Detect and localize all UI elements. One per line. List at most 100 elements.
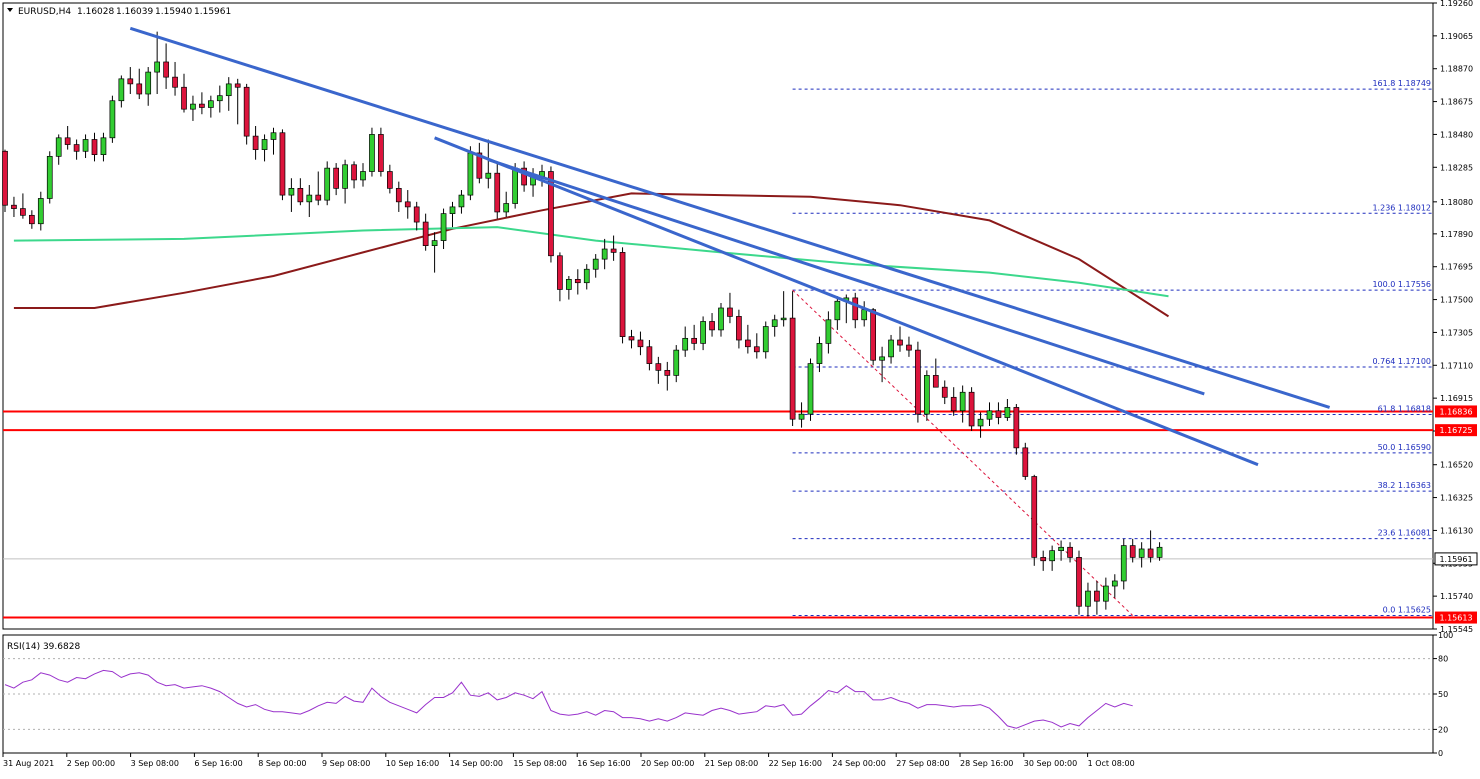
candlestick-series [2,31,1163,617]
bear-candle [476,152,483,179]
bull-candle [879,356,885,361]
bull-candle [485,172,492,179]
bear-candle [64,137,71,145]
bear-candle [163,61,169,78]
bear-candle [29,214,35,225]
trendline[interactable] [129,26,1331,409]
time-tick-label: 14 Sep 00:00 [450,759,503,768]
bear-candle [610,248,617,253]
bull-candle [1120,545,1127,582]
bear-candle [932,375,939,388]
fib-level-label: 38.2 1.16363 [1378,481,1431,490]
bear-candle [91,139,98,156]
bear-candle [709,321,715,331]
bear-candle [664,369,671,376]
bull-candle [771,319,778,327]
trendline[interactable] [434,136,1259,467]
price-tick-label: 1.15545 [1440,625,1473,634]
bear-candle [297,188,304,203]
bear-candle [950,396,957,412]
bull-candle [565,278,572,290]
time-tick-label: 21 Sep 08:00 [705,759,758,768]
bear-candle [619,252,626,337]
level-tag-label: 1.16836 [1439,407,1472,416]
time-tick-label: 27 Sep 08:00 [896,759,949,768]
bull-candle [288,188,295,196]
bull-candle [682,337,689,351]
symbol-label: EURUSD,H4 [18,7,71,17]
rsi-header: RSI(14) 39.6828 [7,642,80,652]
current-price-tag [1434,552,1478,566]
bull-candle [1156,546,1163,558]
bear-candle [1067,546,1073,558]
price-tick-label: 1.18480 [1440,130,1473,139]
price-tags: 1.16836 1.16725 1.15613 1.15961 [1434,405,1478,624]
price-tick-label: 1.17695 [1440,263,1473,272]
bear-candle [852,297,859,321]
fib-swing-line [792,289,1134,616]
bull-candle [118,78,125,102]
fib-level-label: 61.8 1.16818 [1378,404,1431,413]
bear-candle [941,386,948,398]
bear-candle [136,83,143,95]
price-panel-frame [2,2,1434,630]
bear-candle [1013,407,1020,449]
time-tick-label: 28 Sep 16:00 [960,759,1013,768]
bull-candle [225,83,232,97]
price-tick-label: 1.18285 [1440,163,1473,172]
bull-candle [440,213,447,241]
trendline[interactable] [487,158,1205,396]
horizontal-levels [3,410,1433,619]
bear-candle [333,167,339,189]
rsi-tick-label: 20 [1438,725,1448,734]
bear-candle [1147,548,1154,558]
bear-candle [199,103,205,108]
bull-candle [46,155,53,199]
bear-candle [521,167,527,186]
fibonacci-retracement[interactable]: 161.8 1.18749 1.236 1.18012 100.0 1.17556 0… [792,79,1433,617]
bull-candle [816,343,823,364]
trendlines[interactable] [129,26,1331,467]
bull-candle [718,307,724,331]
rsi-tick-label: 100 [1438,631,1453,640]
bull-candle [592,258,599,270]
bear-candle [574,278,581,284]
time-tick-label: 1 Oct 08:00 [1088,759,1135,768]
bear-candle [915,349,921,415]
bull-candle [270,132,277,140]
fib-level-label: 100.0 1.17556 [1372,280,1431,289]
level-tag [1435,405,1477,418]
bull-candle [601,248,608,260]
bull-candle [512,167,519,204]
bear-candle [20,208,26,216]
time-tick-label: 8 Sep 00:00 [258,759,306,768]
bull-candle [306,194,313,203]
rsi-axis: 100 80 50 20 0 [1433,631,1453,758]
bear-candle [691,337,698,344]
bear-candle [252,135,259,150]
bear-candle [637,339,644,348]
close-value: 1.15961 [194,7,231,17]
bear-candle [413,206,420,223]
fib-level-label: 23.6 1.16081 [1378,529,1431,538]
bear-candle [628,336,635,341]
dropdown-triangle-icon[interactable] [7,8,13,12]
price-tick-label: 1.15740 [1440,592,1473,601]
bear-candle [234,83,241,88]
fib-level-label: 0.764 1.17100 [1372,357,1431,366]
bull-candle [825,319,832,344]
bull-candle [216,95,223,102]
bull-candle [324,167,331,201]
time-tick-label: 6 Sep 16:00 [194,759,242,768]
bear-candle [378,134,384,172]
bull-candle [807,363,814,415]
bull-candle [369,134,375,172]
bear-candle [1022,447,1029,477]
bear-candle [11,204,17,209]
bear-candle [2,150,8,206]
bull-candle [37,198,44,225]
bull-candle [888,339,894,358]
bear-candle [655,363,662,371]
